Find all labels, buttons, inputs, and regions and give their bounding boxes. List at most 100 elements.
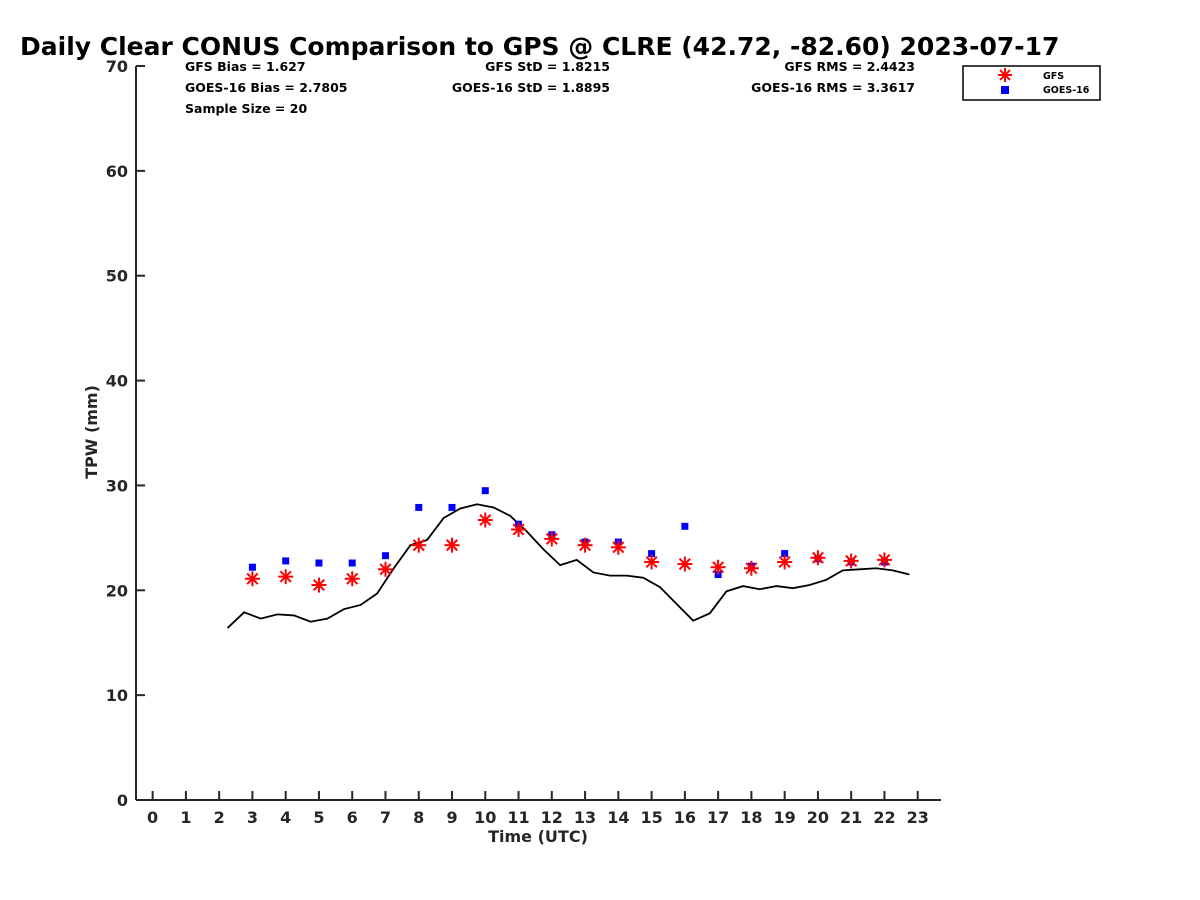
x-tick-label: 11 xyxy=(507,808,529,827)
goes-bias-stat: GOES-16 Bias = 2.7805 xyxy=(185,80,347,95)
x-tick-label: 4 xyxy=(280,808,291,827)
gfs-point-stroke xyxy=(811,551,824,564)
y-tick-label: 50 xyxy=(106,267,128,286)
stats-panel: GFS Bias = 1.627 GOES-16 Bias = 2.7805 S… xyxy=(185,59,915,116)
gfs-point xyxy=(477,512,493,528)
x-tick-label: 8 xyxy=(413,808,424,827)
gfs-point xyxy=(777,554,793,570)
gfs-point xyxy=(644,554,660,570)
gfs-point xyxy=(244,571,260,587)
gfs-point-stroke xyxy=(312,579,325,592)
gfs-point-stroke xyxy=(712,561,725,574)
x-tick-label: 22 xyxy=(873,808,895,827)
x-tick-label: 12 xyxy=(541,808,563,827)
goes-rms-stat: GOES-16 RMS = 3.3617 xyxy=(751,80,915,95)
gfs-point-stroke xyxy=(379,563,392,576)
y-tick-label: 30 xyxy=(106,476,128,495)
gfs-point xyxy=(411,537,427,553)
y-tick-label: 10 xyxy=(106,686,128,705)
legend-gfs-label: GFS xyxy=(1043,71,1064,82)
x-tick-label: 6 xyxy=(347,808,358,827)
gfs-point xyxy=(843,553,859,569)
legend-goes16-label: GOES-16 xyxy=(1043,85,1090,96)
gfs-point xyxy=(577,537,593,553)
gfs-point xyxy=(677,556,693,572)
x-tick-label: 5 xyxy=(313,808,324,827)
goes16-point xyxy=(448,503,456,511)
gfs-point-stroke xyxy=(279,570,292,583)
goes16-point xyxy=(648,550,656,558)
goes16-point xyxy=(315,559,323,567)
gfs-point-stroke xyxy=(545,532,558,545)
goes16-point xyxy=(381,552,389,560)
goes16-point xyxy=(681,522,689,530)
goes-std-stat: GOES-16 StD = 1.8895 xyxy=(452,80,610,95)
gfs-legend-asterisk-stroke xyxy=(999,69,1011,81)
gfs-legend-asterisk xyxy=(998,68,1012,82)
legend-gfs-marker xyxy=(998,68,1012,82)
y-tick-label: 70 xyxy=(106,57,128,76)
gfs-point-stroke xyxy=(479,514,492,527)
gfs-point-stroke xyxy=(512,523,525,536)
gfs-point-stroke xyxy=(878,553,891,566)
gfs-point-stroke xyxy=(845,554,858,567)
gfs-point-stroke xyxy=(745,562,758,575)
y-tick-label: 20 xyxy=(106,581,128,600)
x-tick-label: 14 xyxy=(607,808,629,827)
gfs-rms-stat: GFS RMS = 2.4423 xyxy=(784,59,915,74)
y-tick-label: 0 xyxy=(117,791,128,810)
gfs-point-stroke xyxy=(346,572,359,585)
x-tick-label: 0 xyxy=(147,808,158,827)
gfs-point xyxy=(876,552,892,568)
y-tick-label: 40 xyxy=(106,372,128,391)
gfs-point-stroke xyxy=(412,539,425,552)
goes16-point xyxy=(282,557,290,565)
legend-box xyxy=(962,65,1101,101)
gfs-point-stroke xyxy=(678,558,691,571)
plot-area xyxy=(226,487,910,629)
gfs-point xyxy=(344,571,360,587)
x-tick-label: 23 xyxy=(907,808,929,827)
gfs-point-stroke xyxy=(246,572,259,585)
x-tick-label: 3 xyxy=(247,808,258,827)
x-tick-label: 20 xyxy=(807,808,829,827)
gfs-point xyxy=(511,521,527,537)
goes16-point xyxy=(781,550,789,558)
gfs-point xyxy=(743,560,759,576)
gfs-point xyxy=(311,577,327,593)
x-tick-label: 15 xyxy=(640,808,662,827)
goes16-point xyxy=(481,487,489,495)
chart-title: Daily Clear CONUS Comparison to GPS @ CL… xyxy=(20,32,1059,61)
gfs-point-stroke xyxy=(612,541,625,554)
x-tick-label: 7 xyxy=(380,808,391,827)
x-tick-label: 17 xyxy=(707,808,729,827)
gfs-point-stroke xyxy=(645,555,658,568)
goes16-legend-square xyxy=(1001,86,1009,94)
gfs-point xyxy=(278,569,294,585)
gfs-point-stroke xyxy=(778,555,791,568)
gfs-std-stat: GFS StD = 1.8215 xyxy=(485,59,610,74)
x-tick-label: 2 xyxy=(214,808,225,827)
gfs-point xyxy=(610,539,626,555)
gfs-point-stroke xyxy=(446,539,459,552)
gfs-point xyxy=(377,561,393,577)
x-axis-label: Time (UTC) xyxy=(488,827,588,846)
y-tick-label: 60 xyxy=(106,162,128,181)
x-tick-label: 19 xyxy=(774,808,796,827)
x-tick-label: 1 xyxy=(180,808,191,827)
goes16-point xyxy=(415,503,423,511)
legend-goes16-marker xyxy=(1001,86,1009,94)
gfs-point xyxy=(544,531,560,547)
sample-size-stat: Sample Size = 20 xyxy=(185,101,307,116)
legend: GFS GOES-16 xyxy=(962,65,1101,101)
gfs-point xyxy=(710,559,726,575)
gps-series-line xyxy=(226,503,910,629)
x-tick-label: 21 xyxy=(840,808,862,827)
x-tick-label: 16 xyxy=(674,808,696,827)
goes16-point xyxy=(248,563,256,571)
gfs-point xyxy=(444,537,460,553)
goes16-point xyxy=(348,559,356,567)
gfs-point xyxy=(810,550,826,566)
